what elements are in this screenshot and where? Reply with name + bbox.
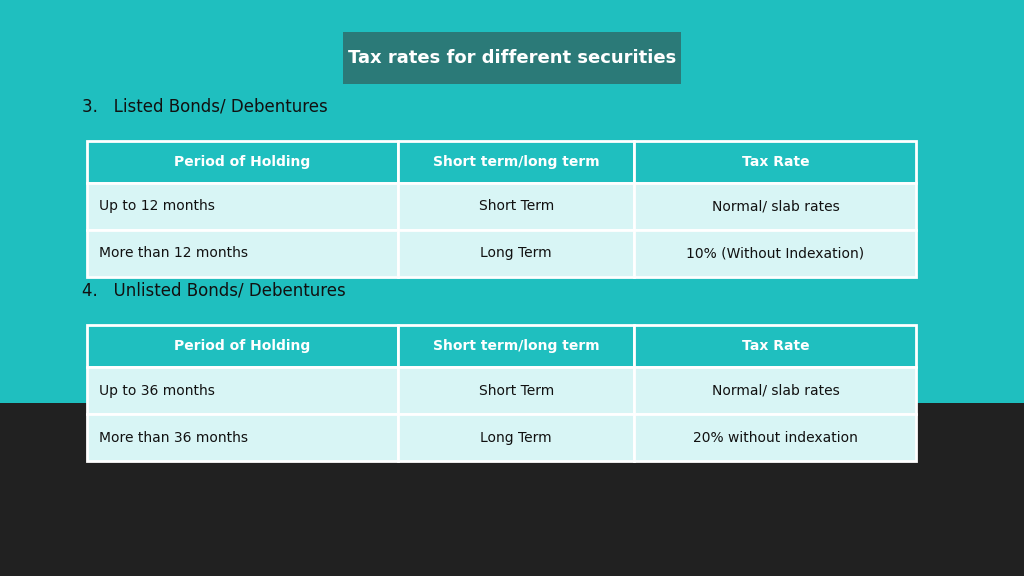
Text: Short term/long term: Short term/long term [433, 339, 600, 353]
Bar [87, 141, 398, 183]
Bar [635, 367, 916, 414]
Text: Normal/ slab rates: Normal/ slab rates [712, 384, 840, 397]
Text: 20% without indexation: 20% without indexation [693, 431, 858, 445]
Bar [87, 414, 398, 461]
Polygon shape [152, 403, 227, 435]
Text: More than 36 months: More than 36 months [99, 431, 249, 445]
Text: Tax Rate: Tax Rate [741, 155, 809, 169]
Bar [87, 367, 398, 414]
Text: Short Term: Short Term [478, 199, 554, 213]
Bar [398, 141, 635, 183]
Bar [635, 141, 916, 183]
Text: Long Term: Long Term [480, 247, 552, 260]
Text: 10% (Without Indexation): 10% (Without Indexation) [686, 247, 864, 260]
Bar [635, 325, 916, 367]
Text: 3.   Listed Bonds/ Debentures: 3. Listed Bonds/ Debentures [82, 97, 328, 116]
Text: Short term/long term: Short term/long term [433, 155, 600, 169]
Bar [398, 230, 635, 277]
Bar [635, 183, 916, 230]
Bar [398, 414, 635, 461]
Bar [0, 403, 1024, 576]
Text: Period of Holding: Period of Holding [174, 339, 310, 353]
FancyBboxPatch shape [343, 32, 681, 84]
Bar [398, 183, 635, 230]
Bar [87, 325, 398, 367]
Text: Period of Holding: Period of Holding [174, 155, 310, 169]
Bar [398, 367, 635, 414]
Text: Tax rates for different securities: Tax rates for different securities [348, 48, 676, 67]
Text: 4.   Unlisted Bonds/ Debentures: 4. Unlisted Bonds/ Debentures [82, 282, 346, 300]
Text: Up to 36 months: Up to 36 months [99, 384, 215, 397]
Bar [87, 230, 398, 277]
Text: Up to 12 months: Up to 12 months [99, 199, 215, 213]
Text: Long Term: Long Term [480, 431, 552, 445]
Text: Tax Rate: Tax Rate [741, 339, 809, 353]
Text: Normal/ slab rates: Normal/ slab rates [712, 199, 840, 213]
Text: Short Term: Short Term [478, 384, 554, 397]
Text: More than 12 months: More than 12 months [99, 247, 249, 260]
Bar [398, 325, 635, 367]
Bar [635, 414, 916, 461]
Bar [87, 183, 398, 230]
Bar [635, 230, 916, 277]
